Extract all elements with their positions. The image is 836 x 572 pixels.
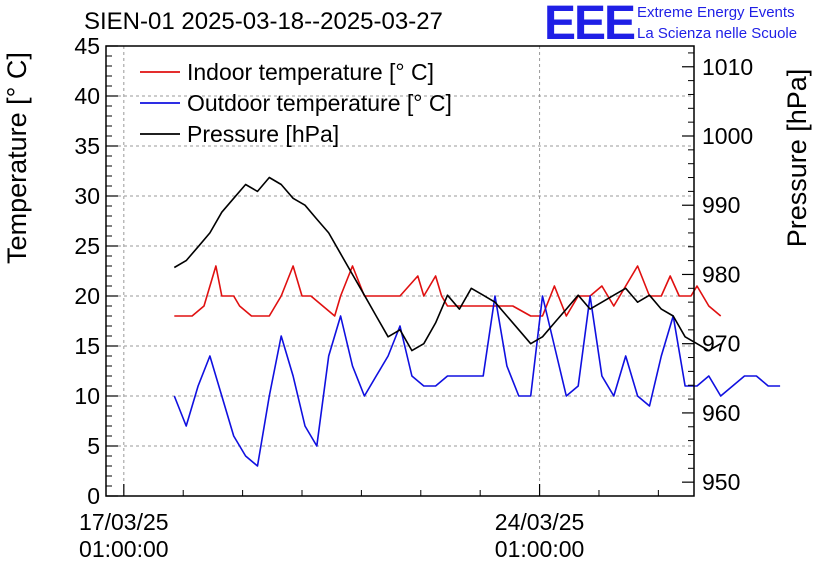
y-tick-label: 40 [74,83,100,109]
y2-tick-label: 960 [702,400,740,426]
legend-pressure-label: Pressure [hPa] [187,121,339,147]
outdoor-temperature-line [173,295,781,467]
y-tick-label: 25 [74,233,100,259]
y-tick-label: 30 [74,183,100,209]
axes: 0 5 10 15 20 25 30 35 40 45 950 960 970 980 990 1000 101… [2,33,812,562]
series-lines [173,176,781,467]
legend-outdoor-label: Outdoor temperature [° C] [187,90,452,116]
y-tick-label: 35 [74,133,100,159]
chart-title: SIEN-01 2025-03-18--2025-03-27 [84,8,443,35]
y-tick-label: 5 [87,433,100,459]
y2-tick-label: 1010 [702,54,753,80]
y-tick-label: 45 [74,33,100,59]
y2-tick-label: 990 [702,192,740,218]
y2-tick-label: 980 [702,261,740,287]
x-tick-label-time: 01:00:00 [495,536,585,562]
y2-tick-label: 1000 [702,123,753,149]
x-tick-label-date: 24/03/25 [495,509,585,535]
y-tick-label: 0 [87,483,100,509]
plot-frame [105,45,695,497]
eee-logo: EEE [544,0,636,50]
y2-tick-label: 950 [702,469,740,495]
y2-tick-label: 970 [702,331,740,357]
y-tick-label: 15 [74,333,100,359]
y-axis-title: Temperature [° C] [2,52,32,264]
org-subtitle: La Scienza nelle Scuole [637,25,798,42]
y2-axis-title: Pressure [hPa] [782,69,812,248]
x-tick-label-date: 17/03/25 [79,509,169,535]
y-tick-label: 10 [74,383,100,409]
y-tick-label: 20 [74,283,100,309]
x-tick-label-time: 01:00:00 [79,536,169,562]
legend-indoor-label: Indoor temperature [° C] [187,59,434,85]
pressure-line [173,176,722,352]
indoor-temperature-line [174,265,722,317]
legend: Indoor temperature [° C] Outdoor temperat… [140,59,452,147]
org-name: Extreme Energy Events [637,4,795,21]
